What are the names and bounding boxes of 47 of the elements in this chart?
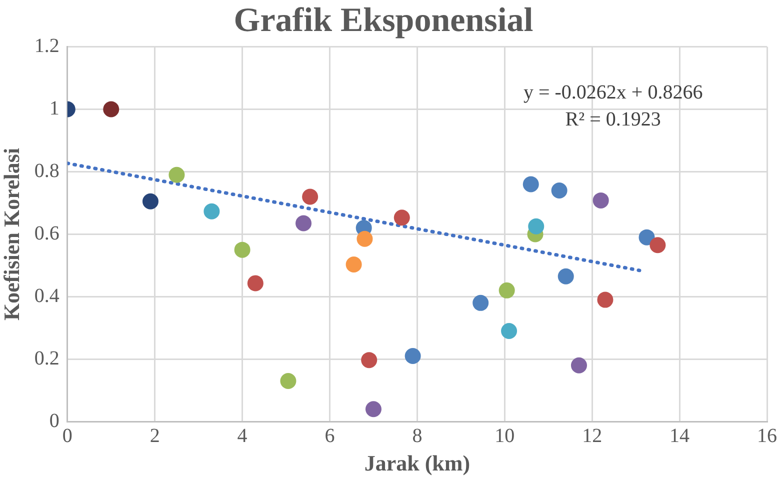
annotation: y = -0.0262x + 0.8266 — [523, 81, 703, 104]
y-tick-label: 1.2 — [34, 35, 60, 58]
point — [296, 215, 312, 232]
x-tick-label: 10 — [494, 424, 515, 447]
point — [472, 294, 489, 311]
point — [103, 101, 120, 118]
y-tick-label: 0 — [49, 410, 60, 432]
x-tick-label: 6 — [324, 424, 335, 447]
point — [551, 182, 568, 198]
y-tick-label: 0.8 — [34, 160, 60, 182]
point — [528, 218, 544, 234]
y-tick-label: 0.6 — [34, 222, 60, 244]
point — [234, 242, 250, 258]
point — [356, 230, 373, 247]
point — [498, 282, 515, 298]
x-tick-label: 16 — [757, 424, 777, 447]
point — [638, 229, 655, 246]
point — [558, 268, 574, 284]
x-tick-label: 2 — [150, 424, 160, 447]
point — [142, 193, 158, 210]
point — [592, 192, 609, 208]
point — [247, 275, 264, 292]
point — [204, 203, 220, 220]
point — [168, 166, 185, 183]
point — [365, 401, 382, 418]
point — [404, 348, 421, 364]
point — [650, 237, 666, 254]
y-axis-title: Koefisien Korelasi — [0, 148, 24, 320]
point — [394, 210, 410, 226]
x-tick-label: 4 — [237, 424, 248, 447]
y-tick-label: 0.2 — [34, 347, 60, 370]
x-tick-label: 12 — [582, 424, 602, 447]
x-tick-label: 14 — [670, 424, 690, 447]
annotation: R² = 0.1923 — [565, 108, 661, 130]
x-tick-label: 8 — [412, 424, 422, 447]
point — [302, 188, 318, 205]
point — [280, 372, 296, 389]
point — [522, 176, 539, 192]
point — [346, 256, 362, 272]
point — [597, 292, 614, 308]
y-tick-label: 1 — [49, 98, 60, 120]
point — [570, 357, 587, 374]
point — [501, 323, 518, 340]
y-tick-label: 0.4 — [34, 284, 60, 307]
point — [361, 352, 378, 368]
x-axis-title: Jarak (km) — [364, 450, 470, 476]
chart-title: Grafik Eksponensial — [234, 2, 534, 40]
